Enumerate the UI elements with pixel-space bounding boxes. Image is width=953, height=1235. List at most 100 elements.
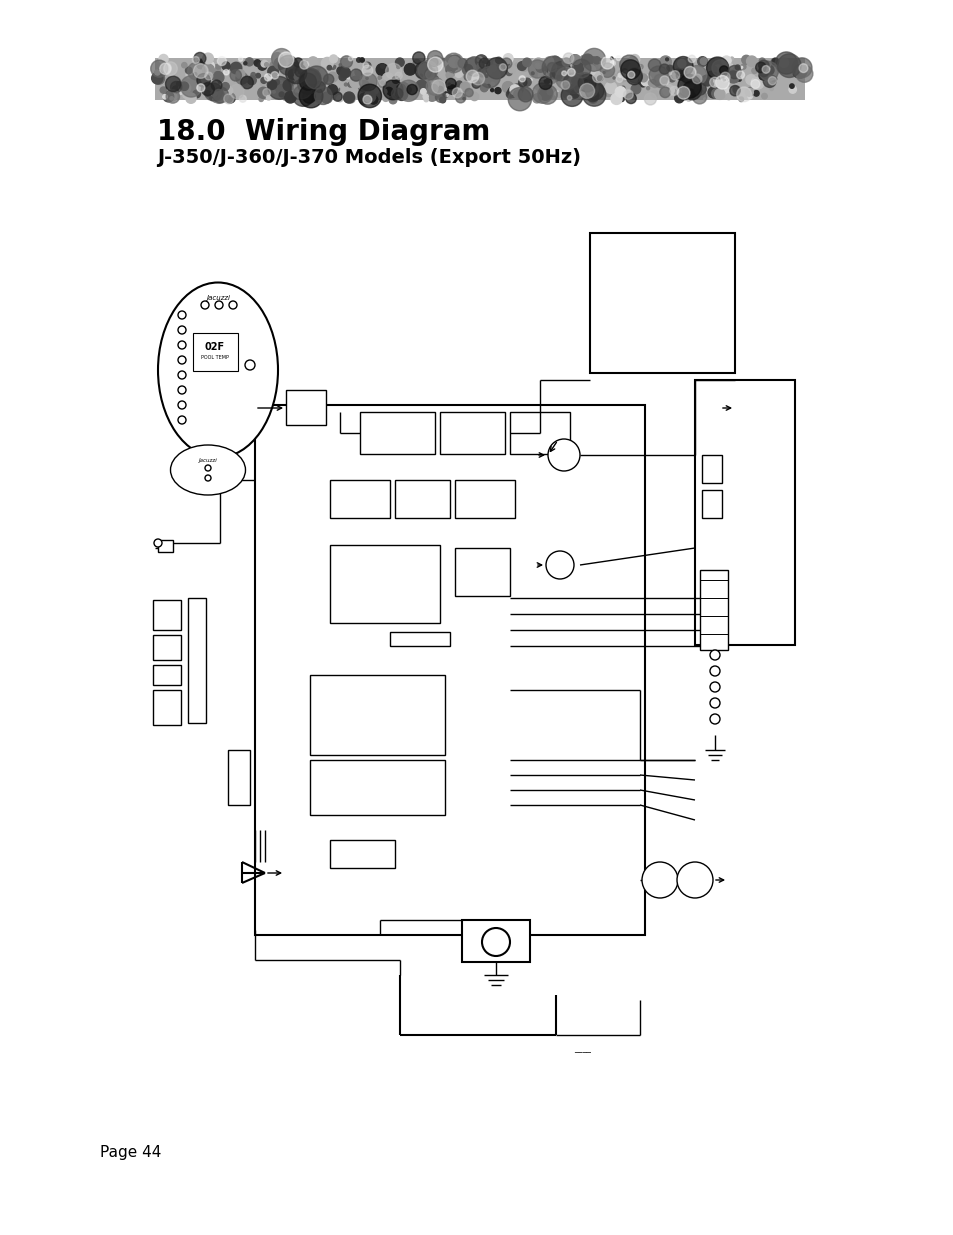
Bar — [700, 571, 727, 650]
Circle shape — [602, 95, 604, 98]
Circle shape — [405, 86, 411, 93]
Circle shape — [518, 75, 525, 82]
Bar — [154, 58, 804, 100]
Circle shape — [328, 73, 337, 82]
Circle shape — [619, 86, 621, 89]
Circle shape — [274, 58, 285, 69]
Circle shape — [332, 85, 339, 93]
Circle shape — [336, 67, 345, 75]
Circle shape — [616, 56, 620, 61]
Circle shape — [382, 73, 394, 84]
Circle shape — [443, 53, 463, 73]
Circle shape — [714, 89, 724, 99]
Circle shape — [480, 64, 492, 77]
Circle shape — [506, 69, 512, 75]
Circle shape — [709, 650, 720, 659]
Circle shape — [224, 94, 233, 104]
Circle shape — [627, 68, 641, 83]
Circle shape — [183, 91, 190, 99]
Circle shape — [166, 90, 179, 104]
Circle shape — [201, 83, 214, 95]
Circle shape — [547, 63, 557, 72]
Circle shape — [533, 58, 543, 69]
Circle shape — [618, 96, 623, 101]
Circle shape — [213, 91, 224, 104]
Circle shape — [570, 90, 578, 98]
Circle shape — [572, 59, 590, 78]
Circle shape — [253, 59, 260, 67]
Circle shape — [770, 58, 779, 67]
Circle shape — [420, 89, 426, 94]
Circle shape — [709, 78, 719, 88]
Circle shape — [480, 84, 488, 91]
Circle shape — [711, 89, 720, 99]
Circle shape — [432, 80, 445, 94]
Circle shape — [259, 98, 263, 101]
Circle shape — [769, 88, 773, 90]
Circle shape — [255, 73, 260, 78]
Circle shape — [615, 86, 625, 98]
Circle shape — [560, 84, 582, 106]
Circle shape — [358, 93, 371, 105]
Circle shape — [496, 57, 501, 63]
Circle shape — [296, 89, 307, 99]
Circle shape — [508, 65, 516, 73]
Circle shape — [760, 94, 766, 99]
Circle shape — [215, 64, 220, 69]
Circle shape — [723, 88, 732, 98]
Circle shape — [385, 63, 401, 79]
Circle shape — [522, 58, 531, 67]
Circle shape — [759, 72, 766, 80]
Circle shape — [583, 59, 594, 70]
Circle shape — [299, 61, 309, 69]
Circle shape — [464, 72, 470, 77]
Circle shape — [621, 69, 627, 74]
Circle shape — [551, 62, 570, 80]
Circle shape — [455, 70, 462, 78]
Circle shape — [709, 714, 720, 724]
Circle shape — [709, 83, 713, 86]
Circle shape — [289, 59, 293, 63]
Circle shape — [464, 67, 467, 69]
Circle shape — [739, 98, 742, 101]
Circle shape — [267, 80, 276, 89]
Circle shape — [211, 80, 222, 90]
Circle shape — [384, 88, 393, 95]
Circle shape — [323, 74, 334, 84]
Circle shape — [476, 57, 482, 62]
Circle shape — [335, 83, 339, 88]
Circle shape — [604, 82, 616, 94]
Circle shape — [384, 95, 388, 99]
Circle shape — [283, 79, 294, 91]
Circle shape — [508, 88, 531, 111]
Circle shape — [251, 73, 255, 77]
Circle shape — [416, 80, 427, 91]
Bar — [330, 840, 395, 868]
Circle shape — [476, 80, 481, 84]
Circle shape — [600, 59, 604, 62]
Circle shape — [767, 77, 776, 85]
Circle shape — [561, 58, 570, 67]
Circle shape — [638, 78, 647, 86]
Circle shape — [213, 86, 229, 103]
Circle shape — [279, 80, 282, 84]
Circle shape — [214, 301, 223, 309]
Circle shape — [286, 62, 292, 68]
Circle shape — [582, 91, 591, 100]
Circle shape — [367, 94, 375, 103]
Circle shape — [268, 67, 278, 77]
Circle shape — [580, 80, 598, 98]
Circle shape — [301, 84, 311, 94]
Circle shape — [579, 84, 594, 99]
Circle shape — [176, 82, 180, 85]
Circle shape — [380, 89, 387, 95]
Circle shape — [477, 68, 486, 77]
Circle shape — [210, 64, 221, 77]
Circle shape — [747, 88, 751, 91]
Bar — [455, 480, 515, 517]
Circle shape — [535, 63, 539, 68]
Circle shape — [533, 59, 537, 63]
Circle shape — [490, 89, 494, 91]
Circle shape — [666, 65, 673, 72]
Circle shape — [240, 79, 242, 82]
